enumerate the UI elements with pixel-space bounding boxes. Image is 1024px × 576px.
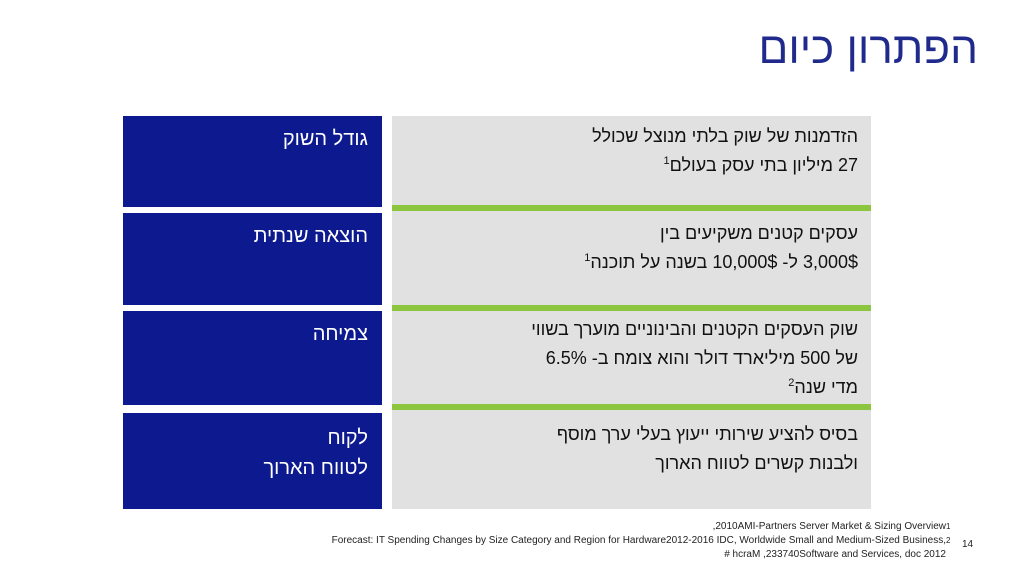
footnote-mark: 2	[946, 536, 951, 545]
row-separator	[392, 205, 871, 211]
row-separator	[392, 305, 871, 311]
description-line: בסיס להציע שירותי ייעוץ בעלי ערך מוסף	[556, 424, 858, 444]
page-number: 14	[962, 539, 974, 550]
label-box-growth: צמיחה	[123, 311, 382, 405]
description-line: מדי שנה2	[788, 377, 858, 397]
label-line: גודל השוק	[282, 128, 368, 150]
page-title: הפתרון כיום	[758, 24, 978, 73]
description-line: של 500 מיליארד דולר והוא צומח ב- 6.5%	[545, 348, 858, 368]
footnote-line: 2012 hcraM ,233740Software and Services,…	[724, 549, 946, 560]
description-line: עסקים קטנים משקיעים בין	[659, 223, 858, 243]
footnote-mark: 1	[946, 522, 951, 531]
label-box-market-size: גודל השוק	[123, 116, 382, 207]
footnote-line: 2010AMI-Partners Server Market & Sizing …	[712, 521, 946, 532]
label-box-annual-spend: הוצאה שנתית	[123, 213, 382, 305]
footnotes: 2010AMI-Partners Server Market & Sizing …	[186, 520, 946, 562]
description-line: הזדמנות של שוק בלתי מנוצל שכולל	[592, 126, 858, 146]
row-separator	[392, 404, 871, 410]
description-long-term-client: בסיס להציע שירותי ייעוץ בעלי ערך מוסף ול…	[392, 420, 858, 478]
description-line: 27 מיליון בתי עסק בעולם1	[663, 155, 858, 175]
description-annual-spend: עסקים קטנים משקיעים בין 3,000$ ל- 10,000…	[392, 219, 858, 277]
description-growth: שוק העסקים הקטנים והבינוניים מוערך בשווי…	[392, 315, 858, 402]
footnote-line: ,Forecast: IT Spending Changes by Size C…	[331, 535, 946, 546]
footnote-marks: 1 2	[946, 520, 950, 548]
label-line: הוצאה שנתית	[253, 225, 368, 247]
content-panel	[392, 116, 871, 509]
label-line: לקוח	[327, 427, 368, 449]
label-line: צמיחה	[312, 323, 368, 345]
description-line: שוק העסקים הקטנים והבינוניים מוערך בשווי	[531, 319, 858, 339]
description-line: 3,000$ ל- 10,000$ בשנה על תוכנה1	[584, 252, 858, 272]
description-market-size: הזדמנות של שוק בלתי מנוצל שכולל 27 מיליו…	[392, 122, 858, 180]
description-line: ולבנות קשרים לטווח הארוך	[655, 453, 858, 473]
label-line: לטווח הארוך	[263, 457, 368, 479]
label-box-long-term-client: לקוח לטווח הארוך	[123, 413, 382, 509]
